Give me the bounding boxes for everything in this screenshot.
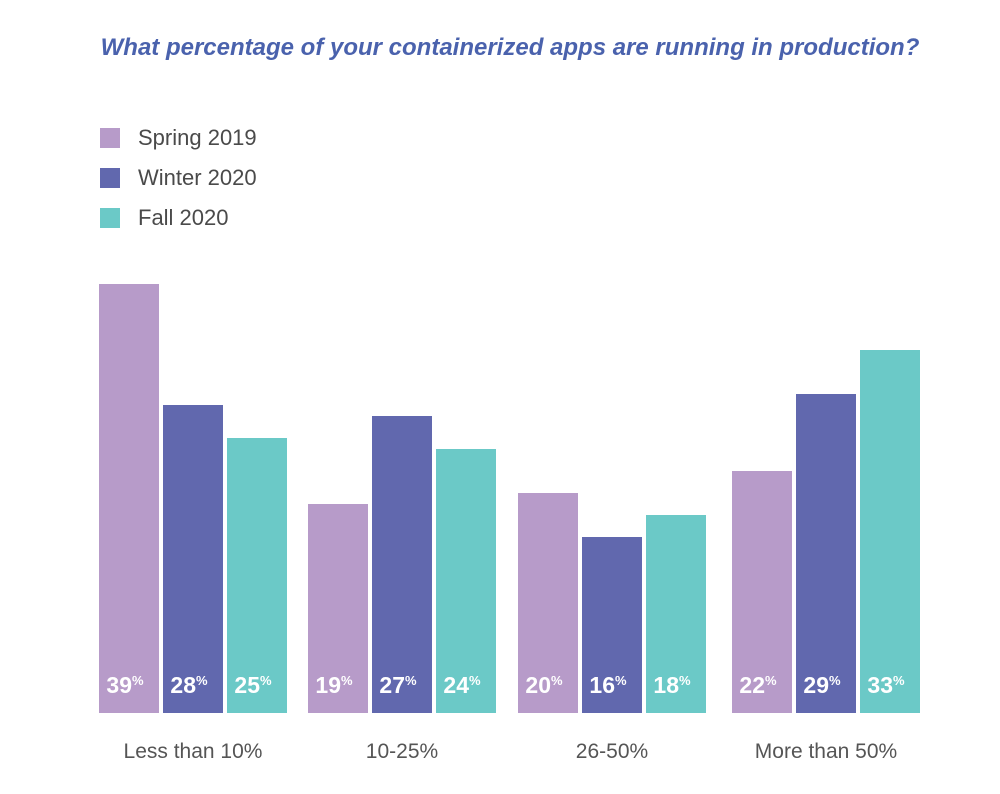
legend-label-fall-2020: Fall 2020 (138, 205, 229, 230)
legend-item-fall-2020: Fall 2020 (100, 198, 257, 238)
data-label-less-than-10-winter-2020: 28% (170, 672, 208, 698)
bar-more-than-50-spring-2019 (732, 471, 792, 713)
bar-10-25-winter-2020 (372, 416, 432, 713)
bar-26-50-fall-2020 (646, 515, 706, 713)
bar-more-than-50-fall-2020 (860, 350, 920, 713)
data-label-more-than-50-spring-2019: 22% (739, 672, 777, 698)
category-label-26-50: 26-50% (576, 740, 648, 763)
legend-item-winter-2020: Winter 2020 (100, 158, 257, 198)
data-label-more-than-50-winter-2020: 29% (803, 672, 841, 698)
bar-10-25-spring-2019 (308, 504, 368, 713)
bar-10-25-fall-2020 (436, 449, 496, 713)
legend-label-spring-2019: Spring 2019 (138, 125, 257, 150)
bar-less-than-10-fall-2020 (227, 438, 287, 713)
chart-title: What percentage of your containerized ap… (100, 34, 920, 61)
data-label-26-50-winter-2020: 16% (589, 672, 627, 698)
data-label-10-25-spring-2019: 19% (315, 672, 353, 698)
data-label-10-25-winter-2020: 27% (379, 672, 417, 698)
legend-item-spring-2019: Spring 2019 (100, 118, 257, 158)
bar-more-than-50-winter-2020 (796, 394, 856, 713)
legend-swatch-fall-2020 (100, 208, 120, 228)
category-label-10-25: 10-25% (366, 740, 438, 763)
legend-swatch-winter-2020 (100, 168, 120, 188)
data-label-26-50-fall-2020: 18% (653, 672, 691, 698)
data-label-less-than-10-spring-2019: 39% (106, 672, 144, 698)
category-label-more-than-50: More than 50% (755, 740, 897, 763)
category-label-less-than-10: Less than 10% (124, 740, 263, 763)
data-label-more-than-50-fall-2020: 33% (867, 672, 905, 698)
legend-swatch-spring-2019 (100, 128, 120, 148)
data-label-26-50-spring-2019: 20% (525, 672, 563, 698)
data-label-less-than-10-fall-2020: 25% (234, 672, 272, 698)
legend-label-winter-2020: Winter 2020 (138, 165, 257, 190)
data-label-10-25-fall-2020: 24% (443, 672, 481, 698)
bar-less-than-10-winter-2020 (163, 405, 223, 713)
legend: Spring 2019 Winter 2020 Fall 2020 (100, 118, 257, 238)
bar-less-than-10-spring-2019 (99, 284, 159, 713)
bar-26-50-winter-2020 (582, 537, 642, 713)
bar-26-50-spring-2019 (518, 493, 578, 713)
